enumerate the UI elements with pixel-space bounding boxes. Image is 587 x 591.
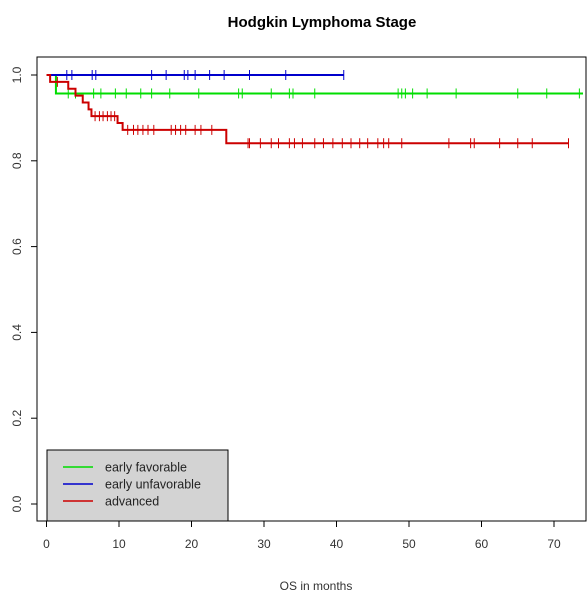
y-tick-label: 1.0 xyxy=(10,66,24,83)
series-early-unfavorable xyxy=(46,70,345,80)
series-layer xyxy=(46,70,583,149)
legend-label: advanced xyxy=(105,495,159,509)
x-tick-label: 40 xyxy=(330,537,344,551)
legend-label: early favorable xyxy=(105,461,187,475)
y-tick-label: 0.2 xyxy=(10,410,24,427)
series-early-favorable xyxy=(46,74,583,99)
series-advanced xyxy=(46,74,569,149)
chart-title: Hodgkin Lymphoma Stage xyxy=(228,14,417,31)
x-tick-label: 70 xyxy=(547,537,561,551)
x-axis-label: OS in months xyxy=(280,579,353,591)
legend: early favorable early unfavorable advanced xyxy=(46,449,229,522)
y-axis: 0.0 0.2 0.4 0.6 0.8 1.0 xyxy=(10,66,38,512)
x-tick-label: 50 xyxy=(402,537,416,551)
x-axis: 0 10 20 30 40 50 60 70 xyxy=(43,520,561,551)
legend-label: early unfavorable xyxy=(105,478,201,492)
x-tick-label: 10 xyxy=(112,537,126,551)
x-tick-label: 20 xyxy=(185,537,199,551)
y-tick-label: 0.4 xyxy=(10,324,24,341)
legend-box xyxy=(46,449,229,522)
x-tick-label: 0 xyxy=(43,537,50,551)
x-tick-label: 30 xyxy=(257,537,271,551)
y-tick-label: 0.0 xyxy=(10,495,24,512)
x-tick-label: 60 xyxy=(475,537,489,551)
y-tick-label: 0.8 xyxy=(10,152,24,169)
survival-curve xyxy=(46,74,569,145)
y-tick-label: 0.6 xyxy=(10,238,24,255)
